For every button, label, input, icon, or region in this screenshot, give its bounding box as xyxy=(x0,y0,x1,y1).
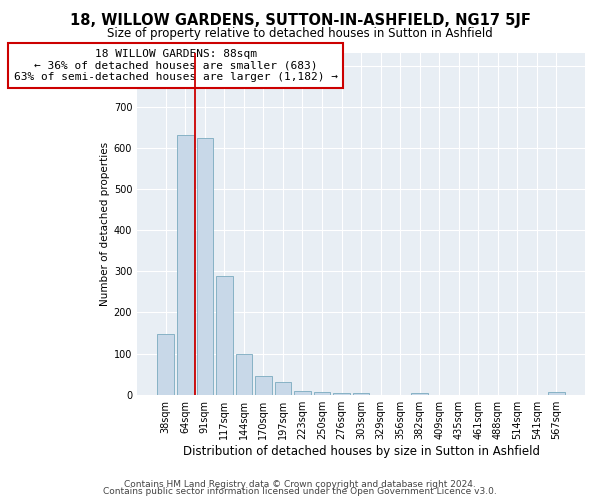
Bar xyxy=(197,138,213,394)
X-axis label: Distribution of detached houses by size in Sutton in Ashfield: Distribution of detached houses by size … xyxy=(182,444,539,458)
Bar xyxy=(412,392,428,394)
Bar xyxy=(353,392,370,394)
Y-axis label: Number of detached properties: Number of detached properties xyxy=(100,142,110,306)
Bar xyxy=(255,376,272,394)
Bar xyxy=(548,392,565,394)
Bar xyxy=(294,390,311,394)
Text: 18 WILLOW GARDENS: 88sqm
← 36% of detached houses are smaller (683)
63% of semi-: 18 WILLOW GARDENS: 88sqm ← 36% of detach… xyxy=(14,49,338,82)
Text: Contains public sector information licensed under the Open Government Licence v3: Contains public sector information licen… xyxy=(103,488,497,496)
Bar xyxy=(216,276,233,394)
Bar xyxy=(236,354,252,395)
Text: 18, WILLOW GARDENS, SUTTON-IN-ASHFIELD, NG17 5JF: 18, WILLOW GARDENS, SUTTON-IN-ASHFIELD, … xyxy=(70,12,530,28)
Text: Contains HM Land Registry data © Crown copyright and database right 2024.: Contains HM Land Registry data © Crown c… xyxy=(124,480,476,489)
Bar xyxy=(333,392,350,394)
Bar xyxy=(275,382,291,394)
Bar xyxy=(157,334,174,394)
Bar xyxy=(314,392,330,394)
Bar xyxy=(177,134,194,394)
Text: Size of property relative to detached houses in Sutton in Ashfield: Size of property relative to detached ho… xyxy=(107,28,493,40)
